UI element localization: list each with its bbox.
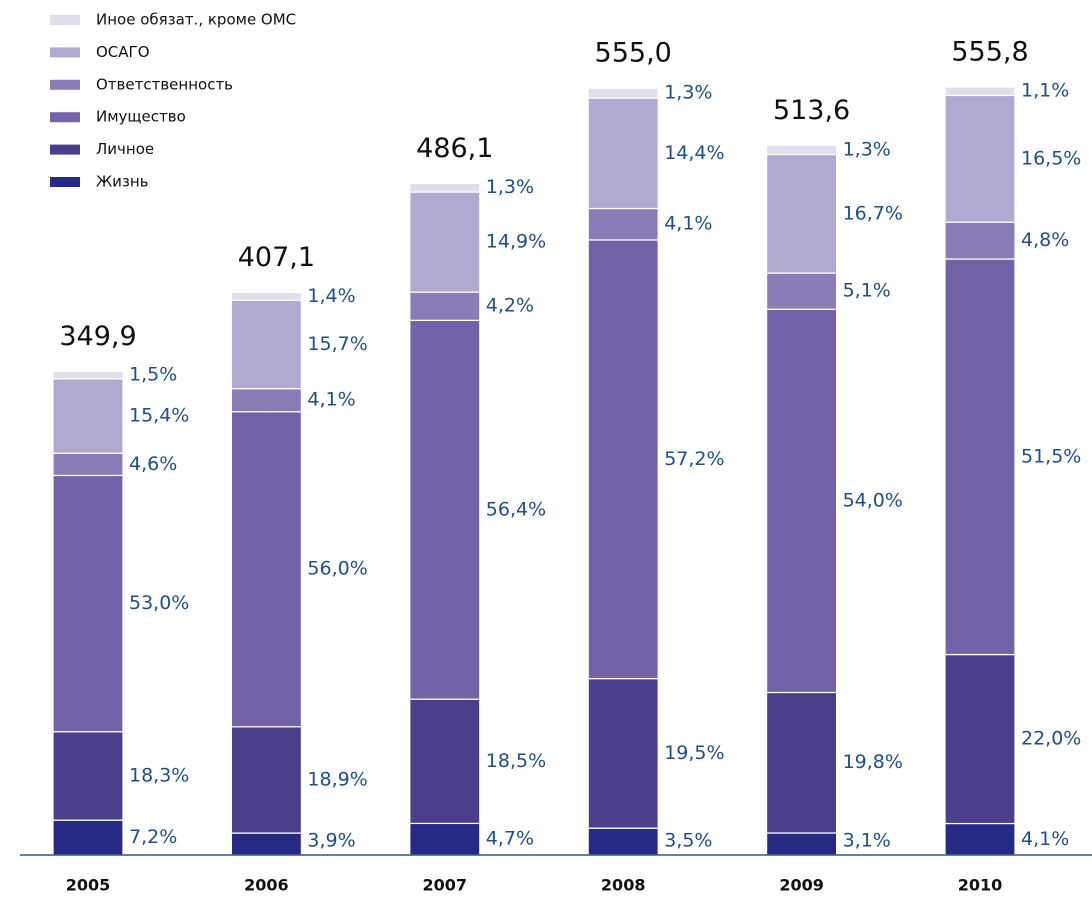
value-label: 16,5%: [1021, 147, 1081, 169]
bar-segment: [230, 832, 302, 856]
x-tick-label: 2008: [601, 876, 646, 895]
value-label: 19,5%: [664, 742, 724, 764]
value-label: 18,9%: [307, 768, 367, 790]
bar-segment: [409, 191, 481, 293]
bar-segment: [765, 832, 838, 856]
value-label: 4,2%: [486, 295, 534, 317]
value-label: 4,1%: [664, 213, 712, 235]
bar-segment: [765, 691, 838, 834]
bar-segment: [587, 87, 659, 99]
value-label: 56,4%: [486, 498, 546, 520]
bar-segment: [52, 731, 124, 821]
legend-swatch: [50, 112, 80, 123]
value-label: 7,2%: [129, 826, 177, 848]
x-tick-label: 2010: [958, 876, 1003, 895]
value-label: 15,4%: [129, 404, 189, 426]
value-label: 15,7%: [307, 333, 367, 355]
value-label: 14,4%: [664, 142, 724, 164]
bar-segment: [765, 144, 838, 156]
value-label: 3,5%: [664, 830, 712, 852]
bar-segment: [944, 94, 1016, 223]
bar-segment: [944, 822, 1016, 856]
value-label: 56,0%: [307, 558, 367, 580]
value-label: 19,8%: [843, 751, 903, 773]
bar-segment: [765, 272, 838, 310]
bar-segment: [52, 370, 124, 380]
value-label: 22,0%: [1021, 728, 1081, 750]
value-label: 4,1%: [307, 389, 355, 411]
bar-segment: [587, 827, 659, 856]
total-label: 513,6: [773, 95, 850, 126]
total-label: 349,9: [59, 321, 136, 352]
bar-segment: [944, 221, 1016, 260]
legend-swatch: [50, 177, 80, 187]
bar-segment: [409, 291, 481, 321]
bar-segment: [587, 239, 659, 680]
value-label: 53,0%: [129, 592, 189, 614]
bar-segment: [944, 86, 1016, 97]
value-label: 5,1%: [843, 280, 891, 302]
legend-label: Имущество: [96, 108, 186, 126]
bar-segment: [409, 698, 481, 825]
bar-segment: [409, 319, 481, 700]
bar-segment: [52, 474, 124, 733]
bar-segment: [230, 299, 302, 390]
bar-segment: [587, 97, 659, 210]
legend-swatch: [50, 15, 80, 25]
bar-segment: [944, 653, 1016, 825]
bar-segment: [409, 822, 481, 856]
legend-swatch: [50, 144, 80, 155]
bar-segment: [52, 819, 124, 856]
value-label: 1,3%: [843, 138, 891, 160]
bar-segment: [230, 411, 302, 728]
legend-label: Иное обязат., кроме ОМС: [96, 11, 296, 29]
total-label: 486,1: [416, 133, 493, 164]
value-label: 3,9%: [307, 830, 355, 852]
bar-segment: [765, 153, 838, 274]
legend-swatch: [50, 79, 80, 90]
value-label: 14,9%: [486, 231, 546, 253]
value-label: 1,1%: [1021, 80, 1069, 102]
value-label: 57,2%: [664, 448, 724, 470]
legend-label: ОСАГО: [96, 43, 150, 61]
bar-segment: [587, 678, 659, 829]
value-label: 1,3%: [486, 176, 534, 198]
value-label: 3,1%: [843, 830, 891, 852]
bar-segment: [587, 207, 659, 241]
value-label: 54,0%: [843, 489, 903, 511]
value-label: 1,3%: [664, 82, 712, 104]
bar-segment: [230, 388, 302, 413]
value-label: 1,5%: [129, 364, 177, 386]
legend-label: Личное: [96, 140, 154, 158]
bar-segment: [230, 726, 302, 834]
total-label: 555,0: [595, 38, 672, 69]
legend-label: Ответственность: [96, 75, 233, 93]
total-label: 407,1: [238, 242, 315, 273]
bar-segment: [944, 258, 1016, 656]
value-label: 1,4%: [307, 285, 355, 307]
bar-segment: [765, 308, 838, 694]
bar-segment: [52, 452, 124, 477]
legend-label: Жизнь: [96, 173, 149, 191]
value-label: 4,7%: [486, 828, 534, 850]
x-tick-label: 2005: [66, 876, 111, 895]
value-label: 4,6%: [129, 453, 177, 475]
x-tick-label: 2007: [423, 876, 468, 895]
value-label: 16,7%: [843, 202, 903, 224]
legend-swatch: [50, 47, 80, 58]
bar-segment: [52, 378, 124, 454]
total-label: 555,8: [951, 37, 1028, 68]
value-label: 18,3%: [129, 764, 189, 786]
x-tick-label: 2009: [779, 876, 824, 895]
value-label: 4,8%: [1021, 229, 1069, 251]
value-label: 51,5%: [1021, 445, 1081, 467]
bar-segment: [409, 182, 481, 193]
x-tick-label: 2006: [244, 876, 289, 895]
value-label: 4,1%: [1021, 828, 1069, 850]
bar-segment: [230, 291, 302, 301]
value-label: 18,5%: [486, 750, 546, 772]
